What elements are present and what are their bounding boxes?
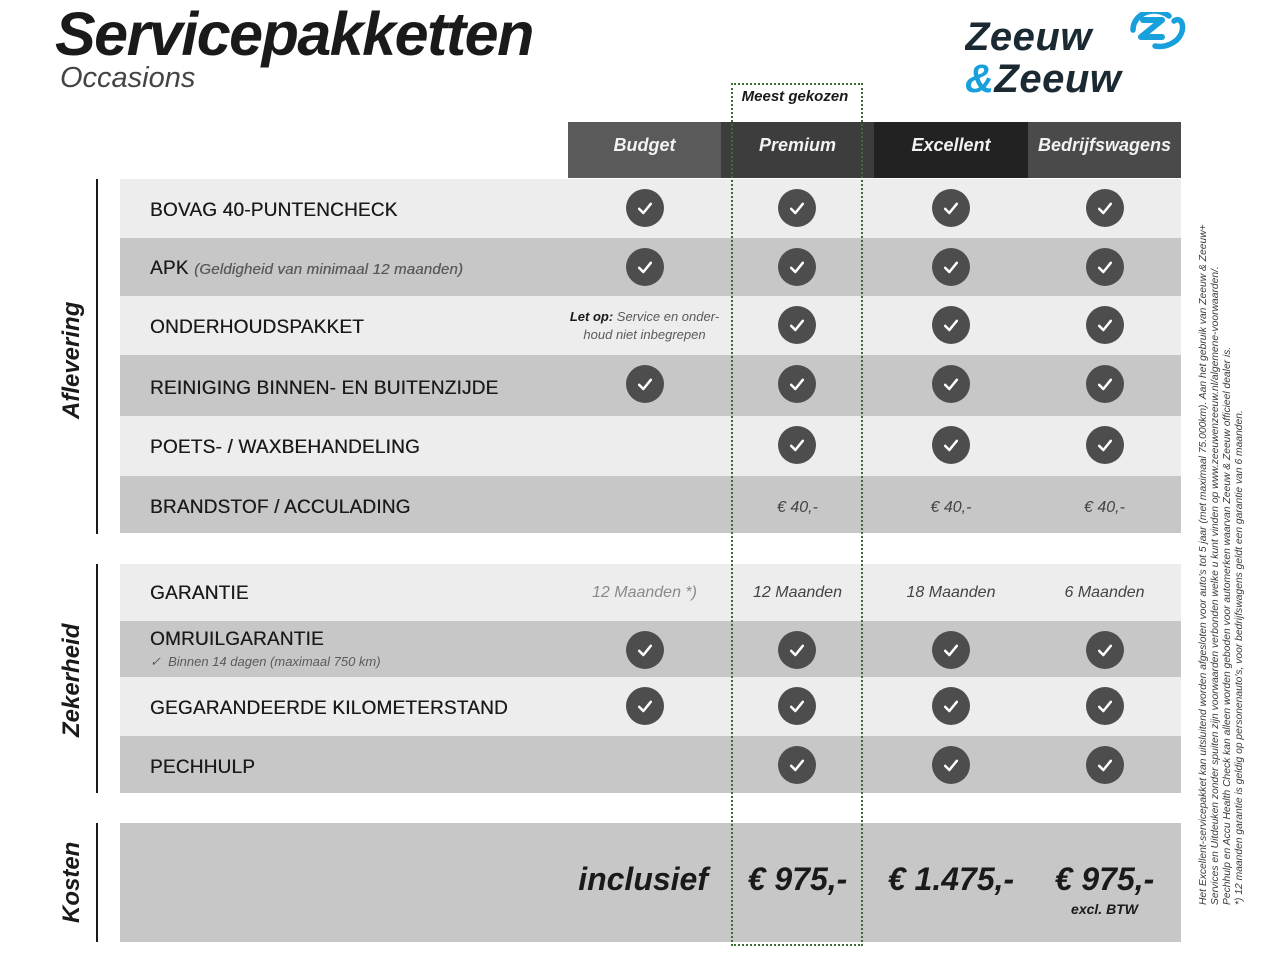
svg-text:&Zeeuw: &Zeeuw xyxy=(965,57,1124,97)
svg-text:Zeeuw: Zeeuw xyxy=(965,15,1094,59)
